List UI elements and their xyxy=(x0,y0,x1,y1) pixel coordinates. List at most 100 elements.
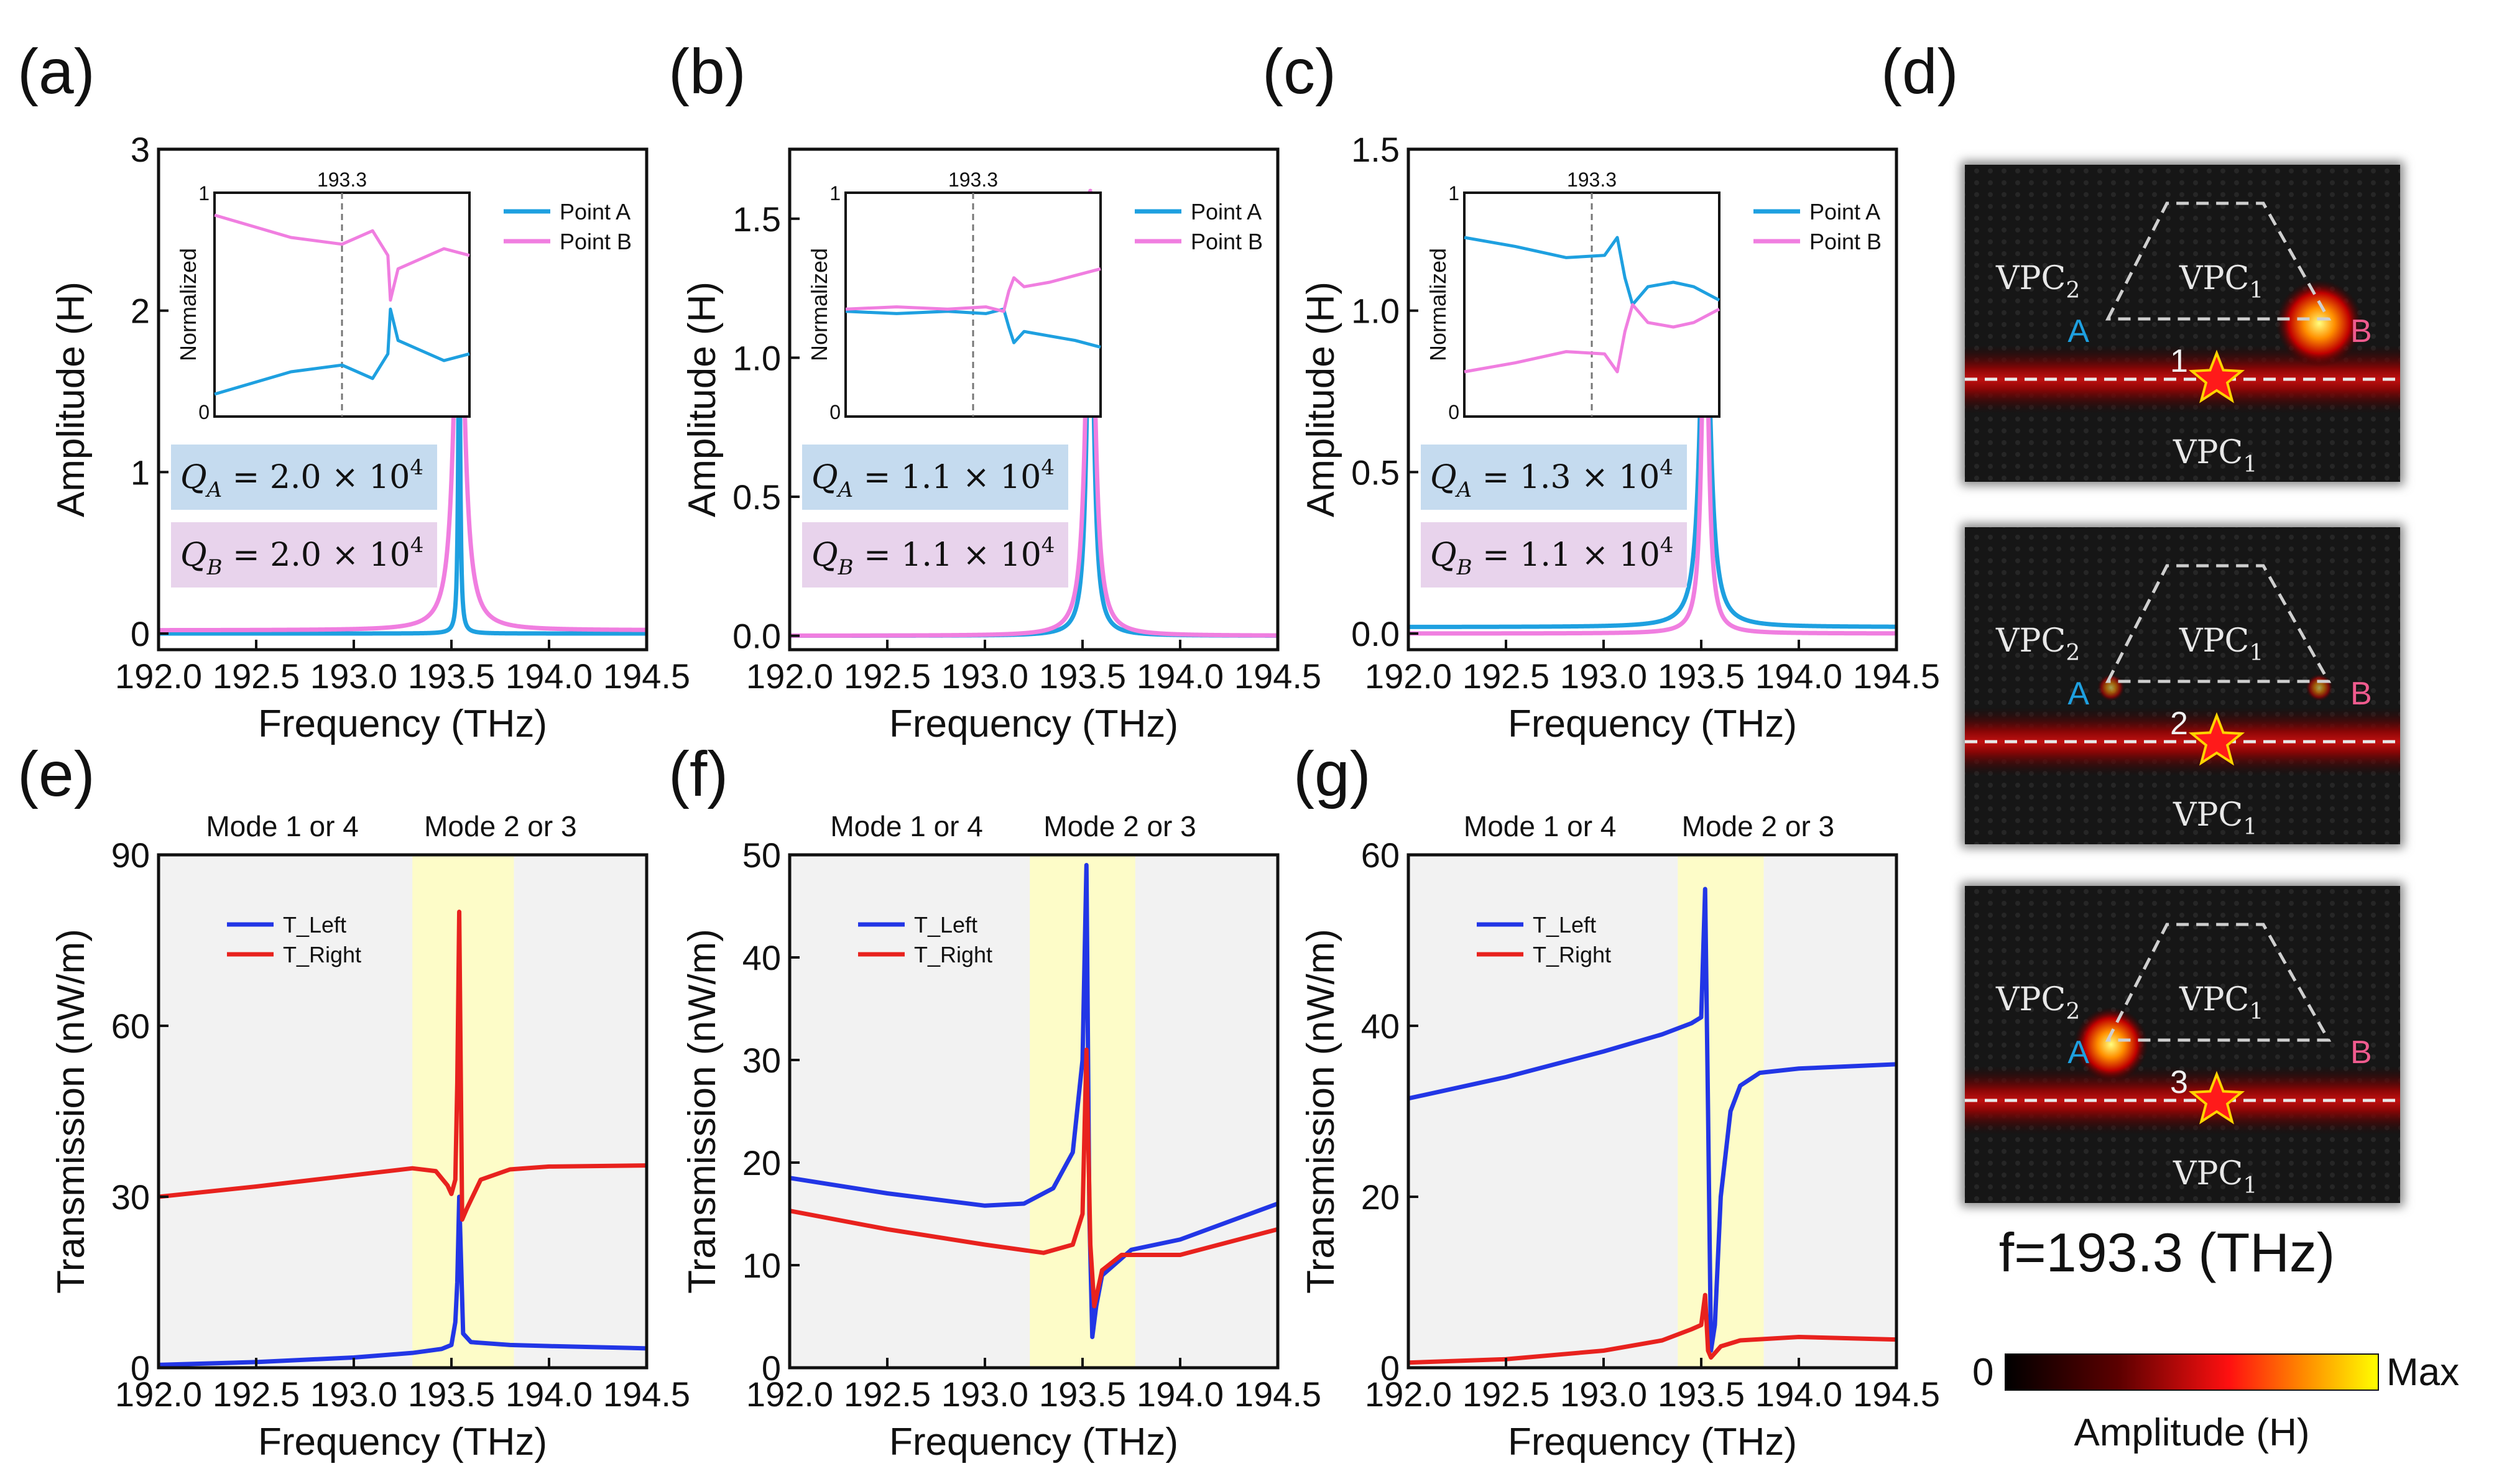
q-equals: = xyxy=(222,459,270,496)
star-number: 2 xyxy=(2170,706,2188,742)
mode-label-1-4: Mode 1 or 4 xyxy=(830,810,982,842)
hotspot-b xyxy=(2276,280,2363,367)
legend-label: Point B xyxy=(1191,229,1263,254)
q-box-a xyxy=(802,445,1068,510)
y-tick-label: 0 xyxy=(131,1348,150,1388)
q-symbol: Q xyxy=(180,459,207,496)
inset-series xyxy=(214,307,470,396)
label-point-b: B xyxy=(2350,676,2372,712)
x-tick-label: 192.5 xyxy=(1462,1375,1550,1414)
y-tick-label: 1.0 xyxy=(1351,292,1400,331)
cavity-outline xyxy=(2105,564,2332,683)
x-tick-label: 194.0 xyxy=(1137,1375,1224,1414)
x-tick-label: 194.5 xyxy=(603,1375,690,1414)
panel-label-g: (g) xyxy=(1293,739,1371,809)
panel-label-b: (b) xyxy=(668,36,746,107)
x-axis-label: Frequency (THz) xyxy=(889,703,1178,745)
x-tick-label: 192.5 xyxy=(844,1375,931,1414)
inset-y-max: 1 xyxy=(829,182,841,205)
q-exponent: 4 xyxy=(410,533,424,558)
legend-label: Point B xyxy=(560,229,632,254)
q-exponent: 4 xyxy=(1660,533,1674,558)
hotspot-a-faint xyxy=(2097,674,2125,701)
x-tick-label: 194.0 xyxy=(506,1375,593,1414)
mode-band xyxy=(1678,855,1764,1368)
mode-label-1-4: Mode 1 or 4 xyxy=(1464,810,1616,842)
q-value: 2.0 xyxy=(270,537,321,574)
series-t-left xyxy=(159,1194,647,1367)
y-axis-label: Amplitude (H) xyxy=(50,282,93,517)
q-times: × 10 xyxy=(321,459,410,496)
q-equals: = xyxy=(1472,459,1520,496)
y-tick-label: 20 xyxy=(1361,1178,1400,1217)
y-tick-label: 1.0 xyxy=(732,338,781,377)
legend-label: Point A xyxy=(1191,199,1262,224)
x-tick-label: 192.5 xyxy=(213,657,300,696)
colorbar-title: Amplitude (H) xyxy=(2074,1411,2310,1454)
x-tick-label: 192.5 xyxy=(213,1375,300,1414)
lattice-pattern xyxy=(1965,886,2400,1203)
plot-frame xyxy=(1406,147,1898,652)
plot-frame xyxy=(157,853,649,1370)
q-exponent: 4 xyxy=(1041,533,1055,558)
label-vpc1-bottom-sub: 1 xyxy=(2243,1173,2257,1199)
y-tick-label: 30 xyxy=(111,1178,150,1217)
label-vpc2-sub: 2 xyxy=(2066,999,2080,1025)
q-subscript: A xyxy=(1455,477,1472,502)
y-tick-label: 0 xyxy=(1380,1348,1400,1388)
inset-series xyxy=(1464,236,1720,306)
legend-label: T_Left xyxy=(283,912,346,938)
y-tick-label: 2 xyxy=(131,292,150,331)
chart-f: Mode 1 or 4 Mode 2 or 3 192.0 192.5 193.0 193… xyxy=(681,810,1321,1463)
hotspot-a xyxy=(2074,1007,2148,1082)
q-equals: = xyxy=(1472,537,1520,574)
inset-y-min: 0 xyxy=(829,401,841,423)
q-times: × 10 xyxy=(953,459,1041,496)
panel-label-a: (a) xyxy=(17,36,95,107)
mode-label-2-3: Mode 2 or 3 xyxy=(1682,810,1834,842)
q-value: 1.1 xyxy=(1520,537,1571,574)
label-point-a: A xyxy=(2067,676,2089,712)
y-tick-label: 50 xyxy=(742,836,781,875)
y-tick-label: 0.0 xyxy=(732,617,781,656)
q-box-a xyxy=(171,445,437,510)
inset-marker-label: 193.3 xyxy=(948,168,998,191)
x-tick-label: 194.0 xyxy=(1755,1375,1842,1414)
x-tick-label: 192.0 xyxy=(746,657,833,696)
y-tick-label: 20 xyxy=(742,1143,781,1182)
mode-label-2-3: Mode 2 or 3 xyxy=(424,810,576,842)
y-tick-label: 1 xyxy=(131,453,150,492)
q-exponent: 4 xyxy=(1041,455,1055,480)
chart-c: 192.0 192.5 193.0 193.5 194.0 194.5 0.0 0.5 1.0 1… xyxy=(1300,130,1940,745)
x-tick-label: 193.5 xyxy=(1658,657,1745,696)
x-tick-label: 193.5 xyxy=(408,1375,495,1414)
plot-frame xyxy=(788,147,1280,652)
x-tick-label: 192.0 xyxy=(115,657,202,696)
q-box-b xyxy=(171,522,437,588)
inset-marker-label: 193.3 xyxy=(1567,168,1617,191)
plot-background xyxy=(1408,855,1896,1368)
source-star xyxy=(2188,712,2245,766)
q-subscript: B xyxy=(838,555,854,580)
q-value: 1.1 xyxy=(901,537,953,574)
x-tick-label: 193.5 xyxy=(1039,657,1126,696)
chart-a: 192.0 192.5 193.0 193.5 194.0 194.5 0 1 2 3 Freque… xyxy=(50,130,690,745)
q-exponent: 4 xyxy=(1660,455,1673,480)
y-axis-label: Amplitude (H) xyxy=(1300,282,1342,517)
series-t-left xyxy=(790,863,1278,1339)
legend-label: T_Left xyxy=(914,912,977,938)
q-value: 1.3 xyxy=(1520,459,1571,496)
x-tick-label: 193.0 xyxy=(310,1375,397,1414)
x-tick-label: 194.5 xyxy=(1234,657,1321,696)
x-axis-label: Frequency (THz) xyxy=(889,1421,1178,1463)
inset-y-max: 1 xyxy=(198,182,210,205)
y-tick-label: 90 xyxy=(111,836,150,875)
x-tick-label: 192.0 xyxy=(115,1375,202,1414)
legend-label: Point A xyxy=(1809,199,1880,224)
source-star xyxy=(2188,349,2245,403)
